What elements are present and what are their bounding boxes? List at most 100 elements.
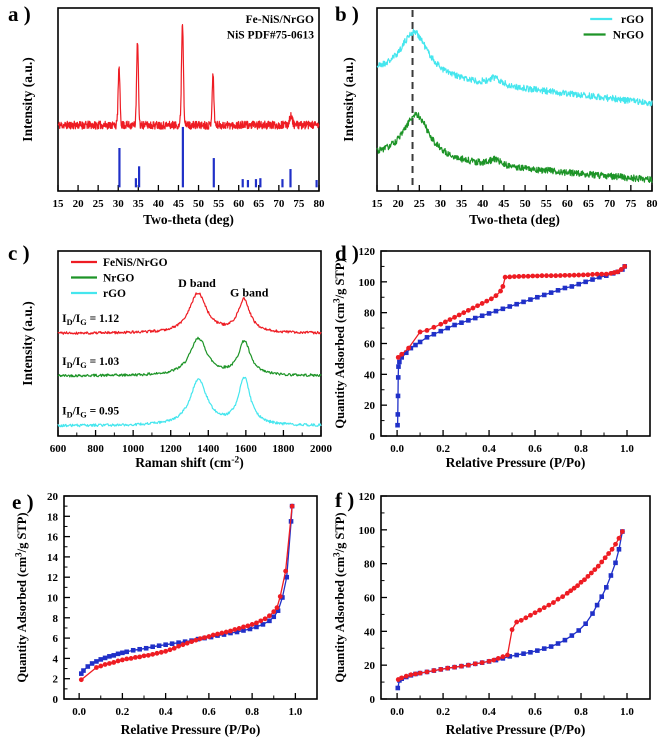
svg-text:18: 18 — [47, 511, 59, 523]
svg-text:NrGO: NrGO — [103, 273, 134, 285]
panel-d-plot: 0.0 0.2 0.4 0.6 0.8 1.0 0 20 40 60 80 100 120 Relativ… — [333, 246, 651, 470]
svg-text:0.8: 0.8 — [245, 706, 259, 718]
svg-text:4: 4 — [53, 653, 59, 665]
svg-text:40: 40 — [364, 369, 376, 381]
svg-text:0.0: 0.0 — [390, 443, 404, 455]
x-axis: 0.0 0.2 0.4 0.6 0.8 1.0 — [390, 693, 634, 718]
y-axis: 0 20 40 60 80 100 120 — [359, 491, 387, 706]
panel-a-letter: a ) — [8, 2, 31, 26]
y-axis-title: Intensity (a.u.) — [20, 301, 35, 385]
svg-text:65: 65 — [583, 198, 595, 210]
svg-text:10: 10 — [47, 593, 59, 605]
panel-a-plot: 15 20 25 30 35 40 45 50 55 60 65 70 75 80 Fe-NiS/NrGO N… — [20, 7, 326, 227]
svg-text:0.6: 0.6 — [528, 443, 542, 455]
svg-text:0.2: 0.2 — [436, 443, 450, 455]
svg-text:800: 800 — [87, 443, 104, 455]
x-axis: 0.0 0.2 0.4 0.6 0.8 1.0 — [390, 430, 634, 455]
series-adsorption-branch — [395, 529, 625, 691]
svg-text:120: 120 — [359, 246, 376, 258]
svg-text:NrGO: NrGO — [613, 30, 644, 42]
svg-text:1000: 1000 — [122, 443, 145, 455]
svg-text:20: 20 — [364, 400, 376, 412]
svg-text:1400: 1400 — [197, 443, 220, 455]
y-axis-title: Quantity Adsorbed (cm3/g STP) — [333, 512, 347, 682]
panel-e-chart: 0.0 0.2 0.4 0.6 0.8 1.0 0 2 4 6 8 10 12 14 16 18 20 Relat… — [14, 491, 318, 737]
svg-text:80: 80 — [364, 308, 376, 320]
svg-text:0: 0 — [370, 431, 376, 443]
panel-d-letter: d ) — [335, 241, 359, 265]
x-axis: 15 20 25 30 35 40 45 50 55 60 65 70 75 80 — [372, 185, 659, 210]
x-axis-title: Two-theta (deg) — [143, 212, 234, 227]
svg-text:8: 8 — [53, 613, 59, 625]
svg-text:NiS PDF#75-0613: NiS PDF#75-0613 — [227, 30, 314, 42]
svg-text:FeNiS/NrGO: FeNiS/NrGO — [103, 257, 168, 269]
svg-text:60: 60 — [562, 198, 574, 210]
svg-text:55: 55 — [541, 198, 553, 210]
panel-e-plot: 0.0 0.2 0.4 0.6 0.8 1.0 0 2 4 6 8 10 12 14 16 18 20 Relat… — [14, 491, 318, 737]
y-axis-title: Intensity (a.u.) — [20, 57, 35, 141]
svg-text:1.0: 1.0 — [620, 443, 634, 455]
svg-text:50: 50 — [193, 198, 205, 210]
svg-text:600: 600 — [50, 443, 67, 455]
x-axis-title: Two-theta (deg) — [469, 212, 560, 227]
x-axis-title: Relative Pressure (P/Po) — [446, 722, 586, 737]
svg-text:14: 14 — [47, 552, 59, 564]
svg-text:80: 80 — [314, 198, 326, 210]
svg-text:70: 70 — [273, 198, 285, 210]
y-axis: 0 2 4 6 8 10 12 14 16 18 20 — [47, 491, 70, 706]
series-NiS-PDF-75-0613-reference-bars — [118, 126, 318, 188]
svg-text:30: 30 — [113, 198, 125, 210]
x-axis: 15 20 25 30 35 40 45 50 55 60 65 70 75 80 — [53, 185, 326, 210]
svg-text:1.0: 1.0 — [620, 706, 634, 718]
panel-c-chart: 600 800 1000 1200 1400 1600 1800 2000 FeNiS/NrGO… — [20, 250, 333, 471]
svg-text:0.6: 0.6 — [528, 706, 542, 718]
svg-text:2000: 2000 — [310, 443, 333, 455]
y-axis-title: Intensity (a.u.) — [341, 57, 356, 141]
svg-text:20: 20 — [73, 198, 85, 210]
svg-text:60: 60 — [364, 593, 376, 605]
svg-text:15: 15 — [372, 198, 384, 210]
svg-text:20: 20 — [393, 198, 405, 210]
svg-text:120: 120 — [359, 491, 376, 503]
svg-text:80: 80 — [647, 198, 659, 210]
panel-f-plot: 0.0 0.2 0.4 0.6 0.8 1.0 0 20 40 60 80 100 120 Relativ… — [333, 491, 651, 737]
x-axis-title: Raman shift (cm-2) — [135, 455, 244, 471]
x-axis: 600 800 1000 1200 1400 1600 1800 2000 — [50, 430, 333, 455]
svg-text:20: 20 — [364, 660, 376, 672]
svg-text:75: 75 — [625, 198, 637, 210]
svg-text:60: 60 — [364, 339, 376, 351]
svg-text:1800: 1800 — [272, 443, 295, 455]
series-adsorption-branch — [78, 503, 295, 676]
annotation-4: ID/IG = 0.95 — [62, 406, 119, 420]
svg-text:2: 2 — [53, 674, 59, 686]
svg-text:40: 40 — [364, 626, 376, 638]
svg-text:0.6: 0.6 — [202, 706, 216, 718]
svg-text:15: 15 — [53, 198, 65, 210]
svg-text:1600: 1600 — [235, 443, 258, 455]
panel-f: 0.0 0.2 0.4 0.6 0.8 1.0 0 20 40 60 80 100 120 Relativ… — [333, 480, 666, 747]
panel-f-chart: 0.0 0.2 0.4 0.6 0.8 1.0 0 20 40 60 80 100 120 Relativ… — [333, 491, 651, 737]
svg-text:0: 0 — [53, 694, 59, 706]
y-axis-title: Quantity Adsorbed (cm3/g STP) — [14, 512, 30, 682]
panel-a-chart: 15 20 25 30 35 40 45 50 55 60 65 70 75 80 Fe-NiS/NrGO N… — [20, 7, 326, 227]
x-axis-title: Relative Pressure (P/Po) — [121, 722, 261, 737]
svg-text:30: 30 — [435, 198, 447, 210]
svg-text:1.0: 1.0 — [289, 706, 303, 718]
series-adsorption-branch — [395, 264, 628, 428]
svg-text:0.4: 0.4 — [159, 706, 173, 718]
plot-frame — [380, 495, 651, 700]
svg-text:1200: 1200 — [160, 443, 183, 455]
series-desorption-branch — [78, 503, 295, 683]
svg-text:45: 45 — [173, 198, 185, 210]
plot-frame — [57, 7, 320, 192]
svg-text:20: 20 — [47, 491, 59, 503]
svg-text:65: 65 — [253, 198, 265, 210]
series-Fe-NiS-NrGO-xrd-trace — [57, 24, 320, 130]
annotation-1: G band — [230, 285, 269, 299]
svg-text:0.8: 0.8 — [574, 443, 588, 455]
panel-b: 15 20 25 30 35 40 45 50 55 60 65 70 75 80 rGO NrGO Two-t… — [333, 0, 666, 237]
legend: FeNiS/NrGO NrGO rGO — [71, 257, 168, 300]
panel-a: 15 20 25 30 35 40 45 50 55 60 65 70 75 80 Fe-NiS/NrGO N… — [0, 0, 333, 237]
panel-d-chart: 0.0 0.2 0.4 0.6 0.8 1.0 0 20 40 60 80 100 120 Relativ… — [333, 246, 651, 470]
